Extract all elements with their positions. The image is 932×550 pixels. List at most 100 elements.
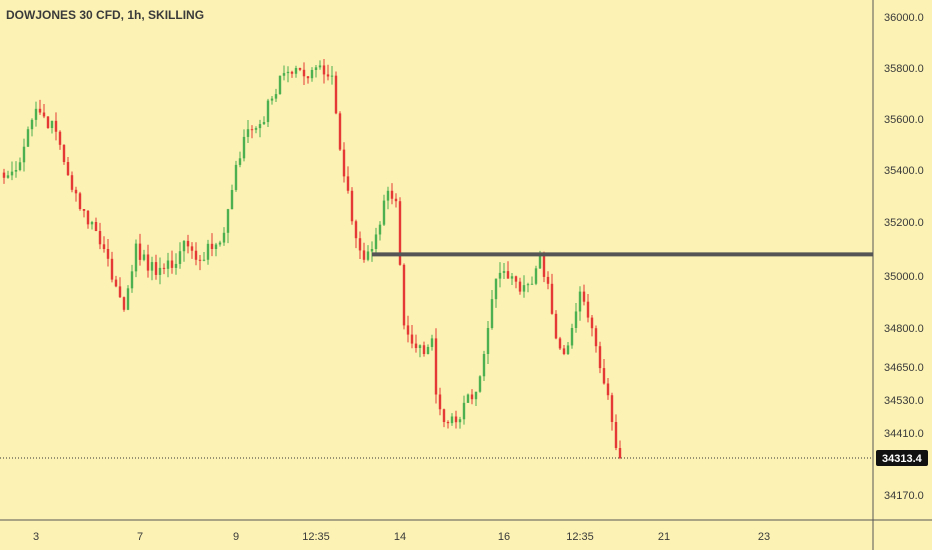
candle <box>562 345 566 356</box>
candle <box>478 375 482 393</box>
candle-body <box>574 311 578 328</box>
candle <box>178 242 182 269</box>
candle <box>46 116 50 129</box>
candle-body <box>346 176 350 191</box>
candle <box>438 387 442 416</box>
candle-body <box>138 243 142 260</box>
candle-body <box>270 98 274 101</box>
candle-body <box>498 272 502 279</box>
candle <box>234 160 238 192</box>
candle <box>426 344 430 355</box>
candle-body <box>414 343 418 349</box>
candle-body <box>22 146 26 163</box>
candle-body <box>302 69 306 77</box>
candle-body <box>470 394 474 400</box>
candle-body <box>218 242 222 245</box>
x-tick-label: 3 <box>33 531 39 543</box>
candle-body <box>2 172 6 178</box>
candle <box>306 76 310 84</box>
candle <box>570 323 574 349</box>
candle <box>218 240 222 247</box>
candle <box>222 227 226 246</box>
candle <box>74 186 78 202</box>
candle-body <box>110 258 114 280</box>
candle-body <box>502 271 506 273</box>
candle <box>226 208 230 244</box>
candle-body <box>210 243 214 249</box>
candle-body <box>422 345 426 354</box>
candle-body <box>402 264 406 326</box>
candle-body <box>50 120 54 128</box>
candle-body <box>542 254 546 277</box>
candle-body <box>74 189 78 194</box>
candle-body <box>390 190 394 199</box>
candle <box>50 120 54 134</box>
candle <box>250 125 254 139</box>
candle-body <box>506 271 510 279</box>
candle <box>554 310 558 340</box>
candle <box>118 277 122 299</box>
candle-body <box>326 74 330 77</box>
candle-body <box>234 164 238 190</box>
candle <box>338 111 342 151</box>
candle <box>214 242 218 257</box>
candle <box>618 440 622 460</box>
candle <box>466 393 470 403</box>
candle-body <box>310 69 314 79</box>
candle <box>578 286 582 321</box>
candle-body <box>150 262 154 271</box>
candle <box>58 130 62 150</box>
candle <box>362 242 366 263</box>
candle <box>594 325 598 353</box>
candle-body <box>130 271 134 289</box>
candle-body <box>30 119 34 130</box>
candle-body <box>78 193 82 209</box>
candle-body <box>342 149 346 177</box>
candle <box>270 96 274 105</box>
y-tick-label: 35000.0 <box>884 271 924 283</box>
candle-body <box>550 283 554 314</box>
candle <box>610 392 614 431</box>
candle <box>246 119 250 144</box>
candle-body <box>614 422 618 449</box>
candle <box>358 231 362 259</box>
candle-body <box>54 120 58 132</box>
candle <box>402 263 406 330</box>
candle <box>34 101 38 127</box>
candle-body <box>242 136 246 159</box>
candle <box>198 255 202 271</box>
candles-layer <box>2 59 622 460</box>
candle <box>574 302 578 333</box>
candle <box>210 233 214 257</box>
x-tick-label: 12:35 <box>566 531 594 543</box>
candle-body <box>338 113 342 150</box>
candle <box>206 239 210 265</box>
candle <box>190 242 194 259</box>
candle-body <box>374 234 378 249</box>
candle <box>602 359 606 385</box>
candle-body <box>294 68 298 74</box>
candle-body <box>434 338 438 395</box>
candle-body <box>146 254 150 271</box>
candle <box>154 254 158 280</box>
candle <box>378 221 382 241</box>
candle-body <box>42 112 46 117</box>
candle <box>482 350 486 382</box>
candle <box>86 209 90 229</box>
candle <box>434 328 438 404</box>
candle-body <box>106 249 110 259</box>
candle <box>542 251 546 283</box>
candle-body <box>538 254 542 269</box>
candle <box>566 342 570 356</box>
candle <box>138 233 142 266</box>
candle <box>490 290 494 330</box>
candle-body <box>66 162 70 176</box>
candle-body <box>426 346 430 354</box>
candle <box>18 157 22 172</box>
candle <box>62 144 66 165</box>
candle <box>430 334 434 351</box>
candle <box>470 389 474 405</box>
y-tick-label: 36000.0 <box>884 12 924 24</box>
